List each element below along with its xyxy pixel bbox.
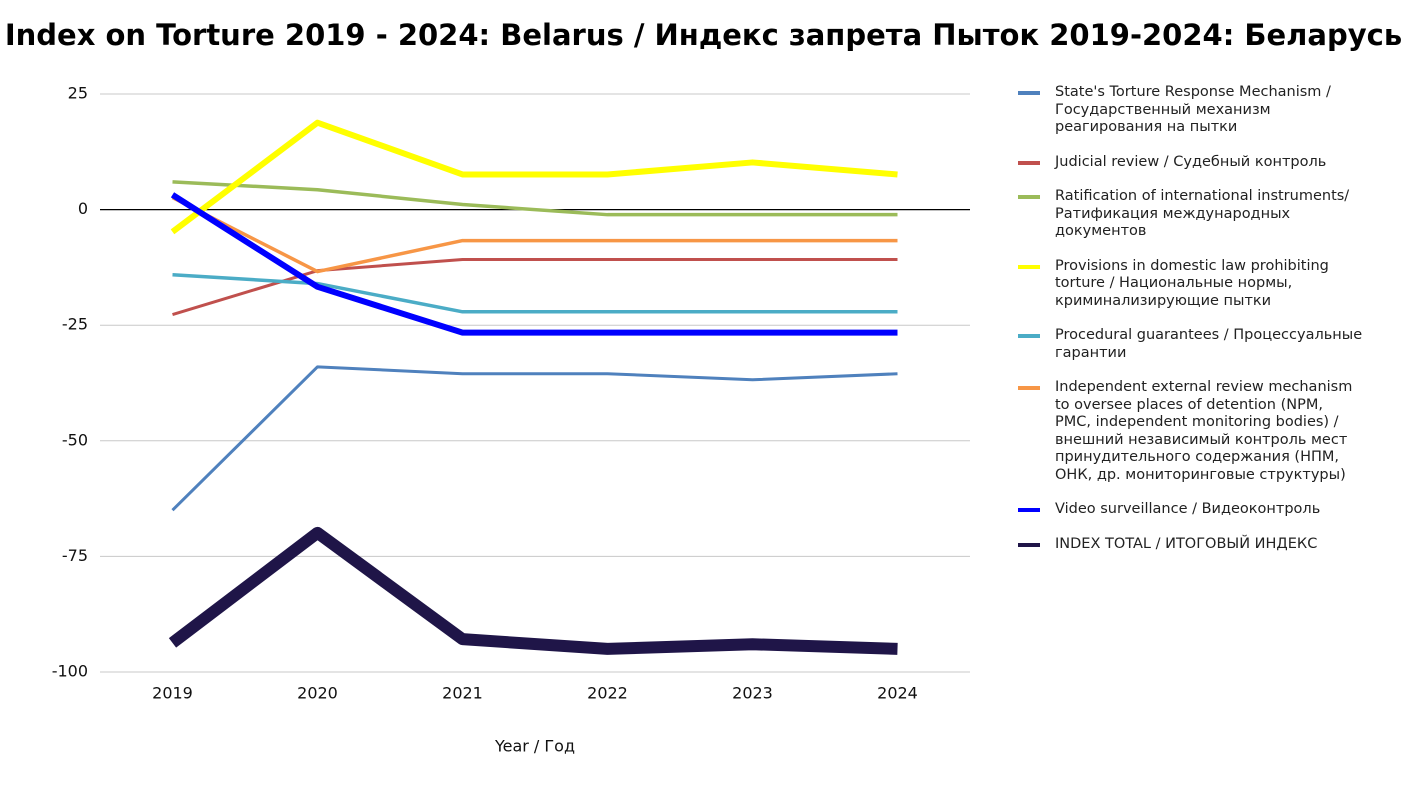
legend-swatch: [1018, 542, 1040, 547]
x-tick-label: 2021: [442, 684, 483, 703]
legend-label: Ratification of international instrument…: [1055, 188, 1350, 239]
legend-label: Video surveillance / Видеоконтроль: [1055, 501, 1321, 517]
legend-label: Provisions in domestic law prohibiting t…: [1055, 257, 1329, 309]
legend-swatch: [1018, 195, 1040, 199]
x-tick-label: 2024: [877, 684, 918, 703]
legend-swatch: [1018, 334, 1040, 338]
legend-item: Procedural guarantees / Процессуальные г…: [1018, 327, 1363, 362]
legend: State's Torture Response Mechanism / Гос…: [1018, 84, 1363, 570]
x-tick-label: 2023: [732, 684, 773, 703]
legend-item: Judicial review / Судебный контроль: [1018, 154, 1363, 172]
legend-swatch: [1018, 91, 1040, 95]
chart: Year / Год 25 0 -25 -50 -75 -100 2019 2020 2021 2…: [52, 84, 970, 756]
series-line: [171, 365, 898, 512]
x-tick-label: 2019: [152, 684, 193, 703]
legend-item: State's Torture Response Mechanism / Гос…: [1018, 84, 1363, 137]
legend-swatch: [1018, 508, 1040, 512]
legend-label: INDEX TOTAL / ИТОГОВЫЙ ИНДЕКС: [1055, 535, 1318, 552]
series-line: [172, 258, 898, 317]
legend-label: Independent external review mechanism to…: [1055, 379, 1353, 483]
legend-item: Ratification of international instrument…: [1018, 188, 1363, 241]
x-tick-label: 2022: [587, 684, 628, 703]
x-axis-label: Year / Год: [494, 737, 575, 756]
y-tick-label: -75: [62, 546, 88, 565]
series-line: [171, 196, 898, 274]
legend-swatch: [1018, 160, 1040, 165]
legend-label: State's Torture Response Mechanism / Гос…: [1055, 84, 1331, 135]
legend-item: Video surveillance / Видеоконтроль: [1018, 501, 1363, 519]
legend-label: Judicial review / Судебный контроль: [1055, 153, 1327, 170]
legend-label: Procedural guarantees / Процессуальные г…: [1055, 327, 1363, 361]
y-tick-label: 25: [68, 84, 88, 103]
y-tick-label: -100: [52, 662, 88, 681]
series-line: [168, 526, 898, 655]
y-tick-label: 0: [78, 199, 88, 218]
x-tick-label: 2020: [297, 684, 338, 703]
y-tick-label: -25: [62, 315, 88, 334]
legend-item: Provisions in domestic law prohibiting t…: [1018, 258, 1363, 311]
legend-swatch: [1018, 264, 1040, 269]
series-line: [172, 273, 898, 314]
y-tick-label: -50: [62, 430, 88, 449]
legend-item: Independent external review mechanism to…: [1018, 379, 1363, 484]
legend-item: INDEX TOTAL / ИТОГОВЫЙ ИНДЕКС: [1018, 536, 1363, 554]
series-line: [170, 119, 898, 235]
series-line: [172, 180, 898, 217]
series-line: [170, 192, 898, 336]
chart-title: Index on Torture 2019 - 2024: Belarus / …: [4, 18, 1403, 52]
legend-swatch: [1018, 386, 1040, 390]
